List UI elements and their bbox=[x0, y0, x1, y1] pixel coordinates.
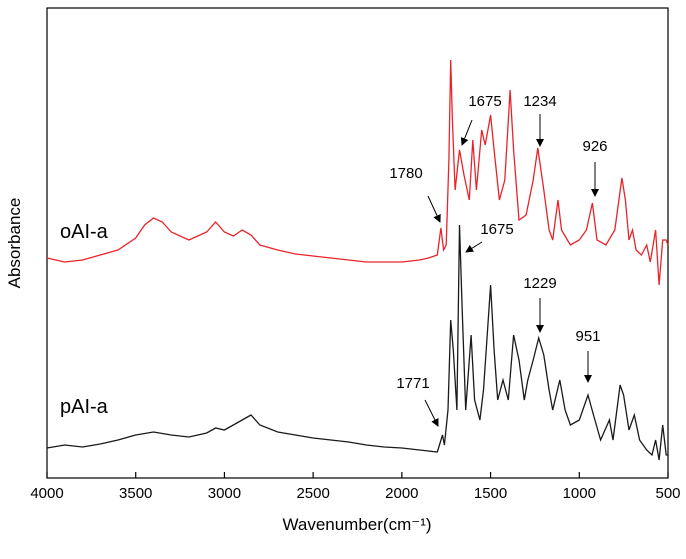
annotation-label: 1234 bbox=[523, 93, 556, 110]
spectrum-line bbox=[46, 59, 669, 286]
annotation-arrow bbox=[460, 119, 473, 146]
x-axis-label: Wavenumber(cm⁻¹) bbox=[282, 515, 431, 534]
x-tick-label: 2500 bbox=[296, 485, 329, 502]
series-label: oAI-a bbox=[60, 221, 109, 243]
annotation-label: 951 bbox=[575, 328, 600, 345]
annotation-arrow bbox=[465, 241, 483, 253]
plot-frame bbox=[46, 7, 669, 479]
spectrum-line bbox=[46, 224, 668, 461]
annotation-label: 1229 bbox=[523, 275, 556, 292]
annotation-label: 926 bbox=[582, 138, 607, 155]
annotation-arrow bbox=[424, 399, 439, 427]
x-tick-label: 500 bbox=[655, 485, 680, 502]
annotation-arrow bbox=[427, 195, 441, 223]
x-tick-label: 3500 bbox=[119, 485, 152, 502]
x-tick-label: 1000 bbox=[563, 485, 596, 502]
y-axis-label: Absorbance bbox=[5, 198, 24, 289]
x-tick-label: 3000 bbox=[208, 485, 241, 502]
x-tick-label: 2000 bbox=[385, 485, 418, 502]
annotation-label: 1771 bbox=[396, 375, 429, 392]
x-tick-label: 4000 bbox=[30, 485, 63, 502]
series-label: pAI-a bbox=[60, 396, 109, 418]
x-tick-label: 1500 bbox=[474, 485, 507, 502]
annotation-label: 1675 bbox=[468, 93, 501, 110]
annotation-label: 1780 bbox=[389, 165, 422, 182]
annotation-label: 1675 bbox=[480, 221, 513, 238]
